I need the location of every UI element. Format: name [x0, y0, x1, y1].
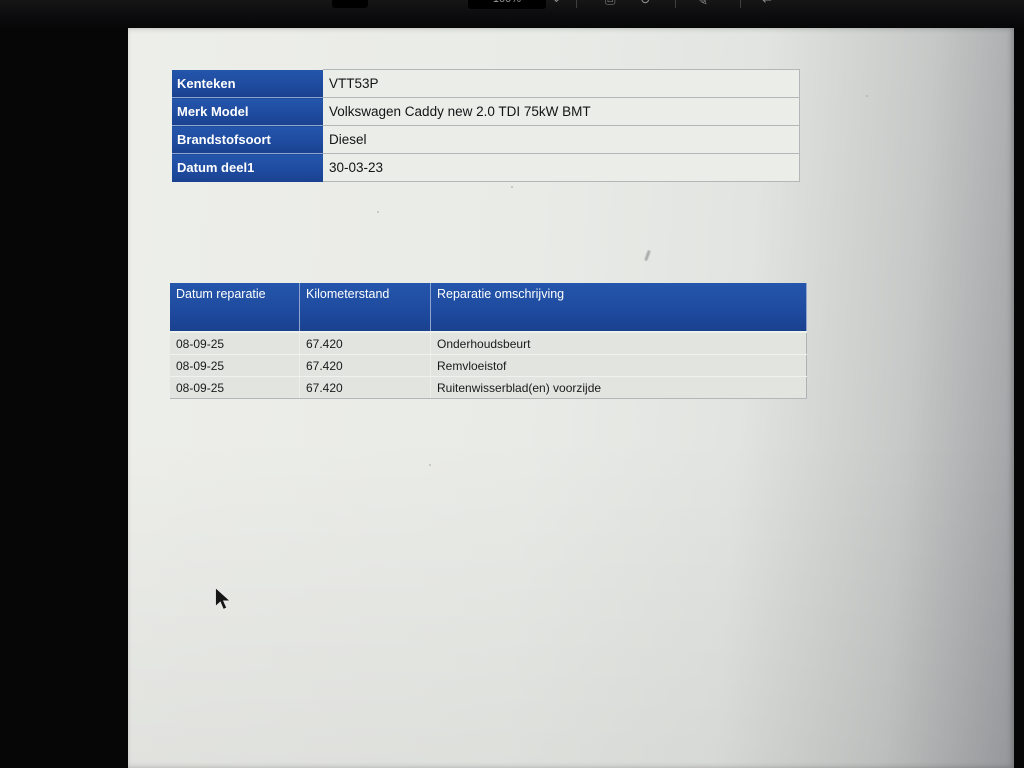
zoom-level-control[interactable]: 100% [468, 0, 546, 9]
row-label: Brandstofsoort [172, 125, 323, 154]
toolbar-button[interactable] [332, 0, 368, 8]
table-header-row: Datum reparatie Kilometerstand Reparatie… [170, 283, 807, 333]
row-value: 30-03-23 [323, 153, 800, 182]
column-header-reparatie-omschrijving: Reparatie omschrijving [430, 283, 807, 333]
row-label: Datum deel1 [172, 153, 323, 182]
row-value: Volkswagen Caddy new 2.0 TDI 75kW BMT [323, 97, 800, 126]
dust-speck [866, 95, 868, 97]
top-toolbar: 100% ⌄ ⎙ ↺ ✎ ↩ ◠ [0, 0, 1024, 28]
dust-speck [377, 211, 379, 213]
smudge-mark [644, 249, 651, 262]
repairs-table: Datum reparatie Kilometerstand Reparatie… [170, 283, 807, 399]
chevron-down-icon[interactable]: ⌄ [551, 0, 562, 6]
cell-kilometerstand: 67.420 [299, 332, 431, 355]
document-page: Kenteken VTT53P Merk Model Volkswagen Ca… [128, 28, 1014, 768]
table-row: Brandstofsoort Diesel [172, 125, 800, 154]
save-icon[interactable]: ⎙ [605, 0, 615, 8]
dust-speck [511, 186, 513, 188]
row-label: Merk Model [172, 97, 323, 126]
cell-omschrijving: Ruitenwisserblad(en) voorzijde [430, 376, 807, 399]
cell-datum: 08-09-25 [170, 354, 300, 377]
row-value: Diesel [323, 125, 800, 154]
table-row: Datum deel1 30-03-23 [172, 153, 800, 182]
row-value: VTT53P [323, 69, 800, 98]
undo-icon[interactable]: ↩ [762, 0, 773, 8]
cell-datum: 08-09-25 [170, 332, 300, 355]
arc-icon[interactable]: ◠ [790, 0, 801, 7]
column-header-datum-reparatie: Datum reparatie [170, 283, 300, 333]
table-row: 08-09-25 67.420 Remvloeistof [170, 354, 807, 377]
cell-kilometerstand: 67.420 [299, 354, 431, 377]
cell-kilometerstand: 67.420 [299, 376, 431, 399]
table-row: Merk Model Volkswagen Caddy new 2.0 TDI … [172, 97, 800, 126]
table-row: 08-09-25 67.420 Ruitenwisserblad(en) voo… [170, 376, 807, 399]
toolbar-divider [675, 0, 676, 8]
pen-icon[interactable]: ✎ [697, 0, 708, 8]
vehicle-info-table: Kenteken VTT53P Merk Model Volkswagen Ca… [172, 69, 800, 182]
dust-speck [429, 464, 431, 466]
row-label: Kenteken [172, 69, 323, 98]
toolbar-divider [740, 0, 741, 8]
table-row: Kenteken VTT53P [172, 69, 800, 98]
table-row: 08-09-25 67.420 Onderhoudsbeurt [170, 332, 807, 355]
toolbar-divider [576, 0, 577, 8]
cell-datum: 08-09-25 [170, 376, 300, 399]
cell-omschrijving: Remvloeistof [430, 354, 807, 377]
cell-omschrijving: Onderhoudsbeurt [430, 332, 807, 355]
column-header-kilometerstand: Kilometerstand [299, 283, 431, 333]
rotate-left-icon[interactable]: ↺ [640, 0, 651, 8]
mouse-cursor-icon [215, 587, 232, 610]
